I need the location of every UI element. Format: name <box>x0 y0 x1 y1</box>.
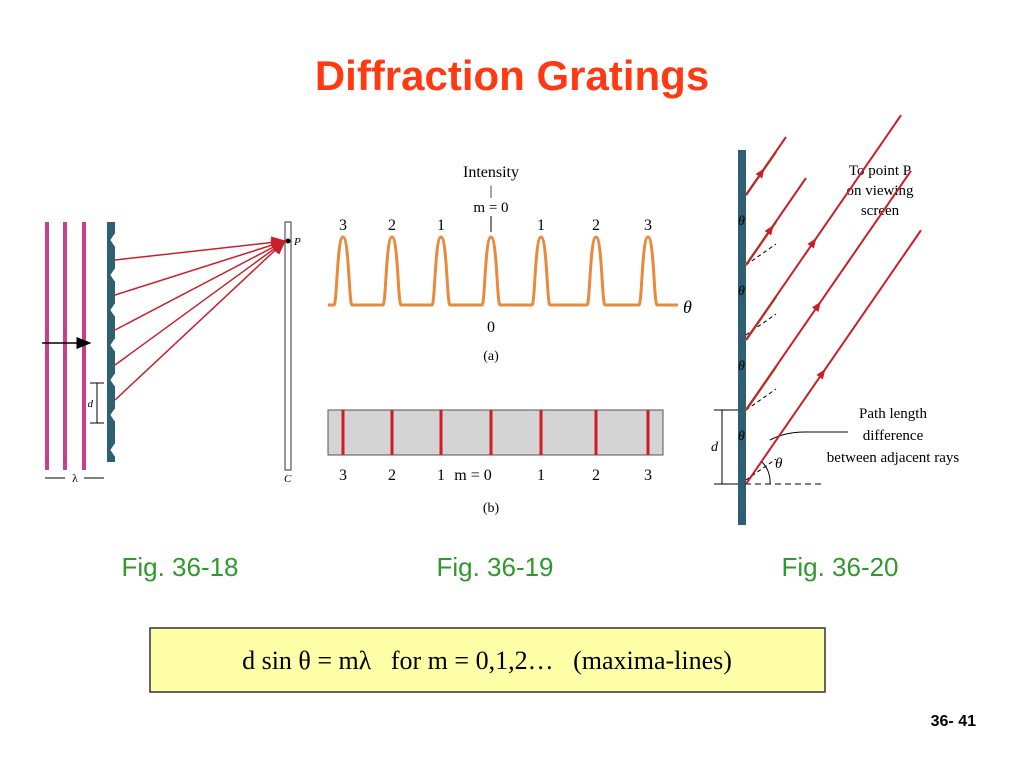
label: | <box>490 184 493 199</box>
label: θ <box>738 429 745 444</box>
label: d <box>88 398 94 410</box>
ray <box>114 236 287 261</box>
normal <box>745 243 777 266</box>
label: 3 <box>339 467 347 484</box>
arrow <box>764 225 774 236</box>
normal <box>745 313 777 336</box>
equation-box <box>149 627 826 693</box>
slit <box>110 443 116 457</box>
label: difference <box>863 428 924 444</box>
label: 1 <box>437 467 445 484</box>
label: θ <box>738 214 745 229</box>
equation: d sin θ = mλ for m = 0,1,2… (maxima-line… <box>242 646 732 675</box>
label: m = 0 <box>473 200 508 216</box>
ray <box>745 170 912 411</box>
figure-36-20: To point P on viewing screen Path length… <box>711 114 960 525</box>
ray <box>745 136 787 196</box>
normal <box>745 388 777 411</box>
label: P <box>293 236 301 248</box>
arrow <box>815 368 826 383</box>
label: 2 <box>388 217 396 234</box>
label: between adjacent rays <box>827 450 960 466</box>
figure-36-18: P C d λ <box>42 221 301 485</box>
ray <box>745 229 922 485</box>
ray <box>114 239 287 401</box>
label: θ <box>738 284 745 299</box>
label: 3 <box>644 467 652 484</box>
label: d <box>711 440 719 455</box>
label: 1 <box>537 217 545 234</box>
label: θ <box>683 297 692 317</box>
label: 3 <box>339 217 347 234</box>
arrow <box>755 168 765 179</box>
arrow <box>807 238 817 251</box>
slit <box>110 373 116 387</box>
slit <box>110 338 116 352</box>
slit <box>110 408 116 422</box>
label: θ <box>738 359 745 374</box>
label: (a) <box>483 349 499 364</box>
label: θ <box>775 456 783 472</box>
label: 0 <box>487 319 495 336</box>
label: 2 <box>592 217 600 234</box>
arrow <box>811 301 821 315</box>
ray <box>114 239 287 296</box>
label: (b) <box>483 501 500 516</box>
caption: Fig. 36-20 <box>781 552 898 582</box>
page-number: 36- 41 <box>931 713 976 730</box>
label: on viewing <box>846 183 914 199</box>
slit <box>110 268 116 282</box>
label: 1 <box>537 467 545 484</box>
label: λ <box>72 471 78 485</box>
label: Intensity <box>463 164 519 181</box>
ray <box>114 240 287 366</box>
ray <box>745 177 807 266</box>
label: C <box>284 473 292 485</box>
label: 2 <box>592 467 600 484</box>
ray <box>745 114 902 341</box>
label: 2 <box>388 467 396 484</box>
title: Diffraction Gratings <box>315 52 709 99</box>
label: screen <box>861 203 900 219</box>
caption: Fig. 36-19 <box>436 552 553 582</box>
label: 1 <box>437 217 445 234</box>
slit <box>110 233 116 247</box>
slit <box>110 303 116 317</box>
caption: Fig. 36-18 <box>121 552 238 582</box>
ray <box>114 240 287 331</box>
figure-36-19: Intensity | m = 0 θ 0 (a) (b) 3 2 1 1 2 33 2 1 m… <box>327 164 692 516</box>
label: Path length <box>859 406 927 422</box>
normal <box>745 458 777 481</box>
label: 3 <box>644 217 652 234</box>
label: m = 0 <box>454 467 491 484</box>
